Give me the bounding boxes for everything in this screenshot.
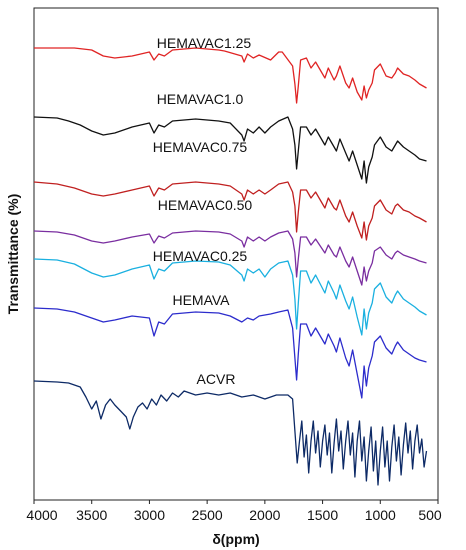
y-axis-title: Transmittance (%) [5,194,21,315]
x-tick-layer: 4000 3500 3000 2500 2000 1500 1000 500 [26,500,442,523]
series-line-acvr [33,380,428,486]
series-label-acvr: ACVR [197,371,236,387]
x-tick-label: 2000 [249,507,280,523]
x-tick-label: 2500 [192,507,223,523]
series-line-hemavac0-25 [33,258,427,336]
series-label-hemava: HEMAVA [172,292,230,308]
x-tick-label: 500 [418,507,442,523]
series-line-hemavac1-0 [33,116,427,184]
series-label-hemavac1-25: HEMAVAC1.25 [157,35,252,51]
x-axis-title: δ(ppm) [212,531,259,547]
plot-frame [33,7,439,501]
series-line-hemava [33,307,427,399]
series-label-hemavac0-75: HEMAVAC0.75 [153,139,248,155]
x-tick-label: 1000 [365,507,396,523]
series-label-layer: HEMAVAC1.25 HEMAVAC1.0 HEMAVAC0.75 HEMAVAC0… [153,35,253,387]
x-tick-label: 3000 [134,507,165,523]
series-label-hemavac1-0: HEMAVAC1.0 [157,91,244,107]
series-layer [33,47,428,486]
series-line-hemavac0-50 [33,230,427,286]
series-line-hemavac0-75 [33,181,427,241]
series-line-hemavac1-25 [34,47,427,104]
x-tick-label: 4000 [26,507,57,523]
x-tick-label: 1500 [307,507,338,523]
x-tick-label: 3500 [76,507,107,523]
series-label-hemavac0-25: HEMAVAC0.25 [153,248,248,264]
series-label-hemavac0-50: HEMAVAC0.50 [158,197,253,213]
